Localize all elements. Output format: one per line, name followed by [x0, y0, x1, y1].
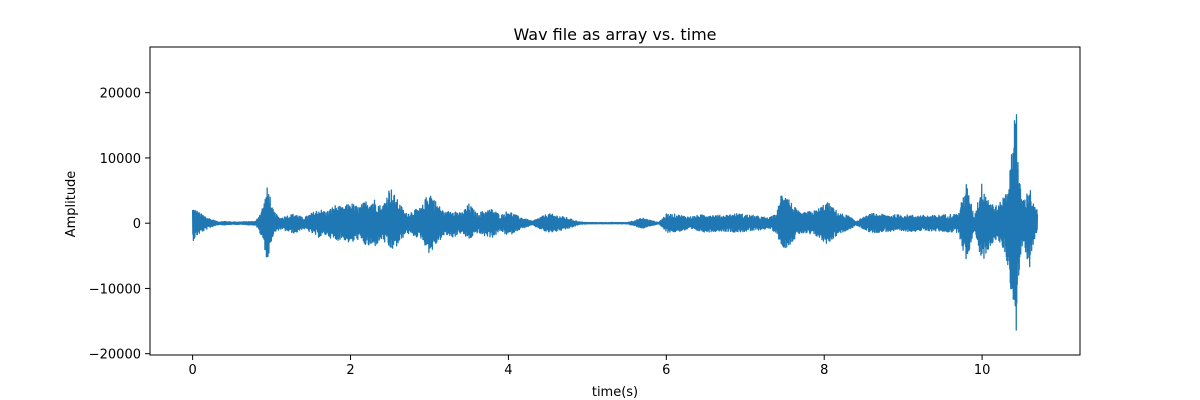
chart-title: Wav file as array vs. time	[514, 25, 717, 44]
y-axis: −20000 −10000 0 10000 20000	[89, 87, 150, 363]
x-tick-label: 4	[504, 363, 512, 378]
plot-area	[191, 114, 1039, 331]
y-tick-label: 10000	[100, 152, 141, 167]
x-tick-label: 6	[662, 363, 670, 378]
x-axis-label: time(s)	[592, 385, 638, 400]
y-tick-label: −10000	[89, 282, 141, 297]
y-axis-label: Amplitude	[64, 171, 79, 238]
y-tick-label: 20000	[100, 87, 141, 102]
y-tick-label: −20000	[89, 348, 141, 363]
y-tick-label: 0	[133, 217, 141, 232]
x-tick-label: 8	[820, 363, 828, 378]
series-line-amplitude	[191, 114, 1039, 331]
x-tick-label: 0	[188, 363, 196, 378]
x-axis: 0 2 4 6 8 10	[188, 355, 990, 378]
x-tick-label: 2	[346, 363, 354, 378]
x-tick-label: 10	[974, 363, 991, 378]
plot-frame	[149, 46, 1081, 356]
